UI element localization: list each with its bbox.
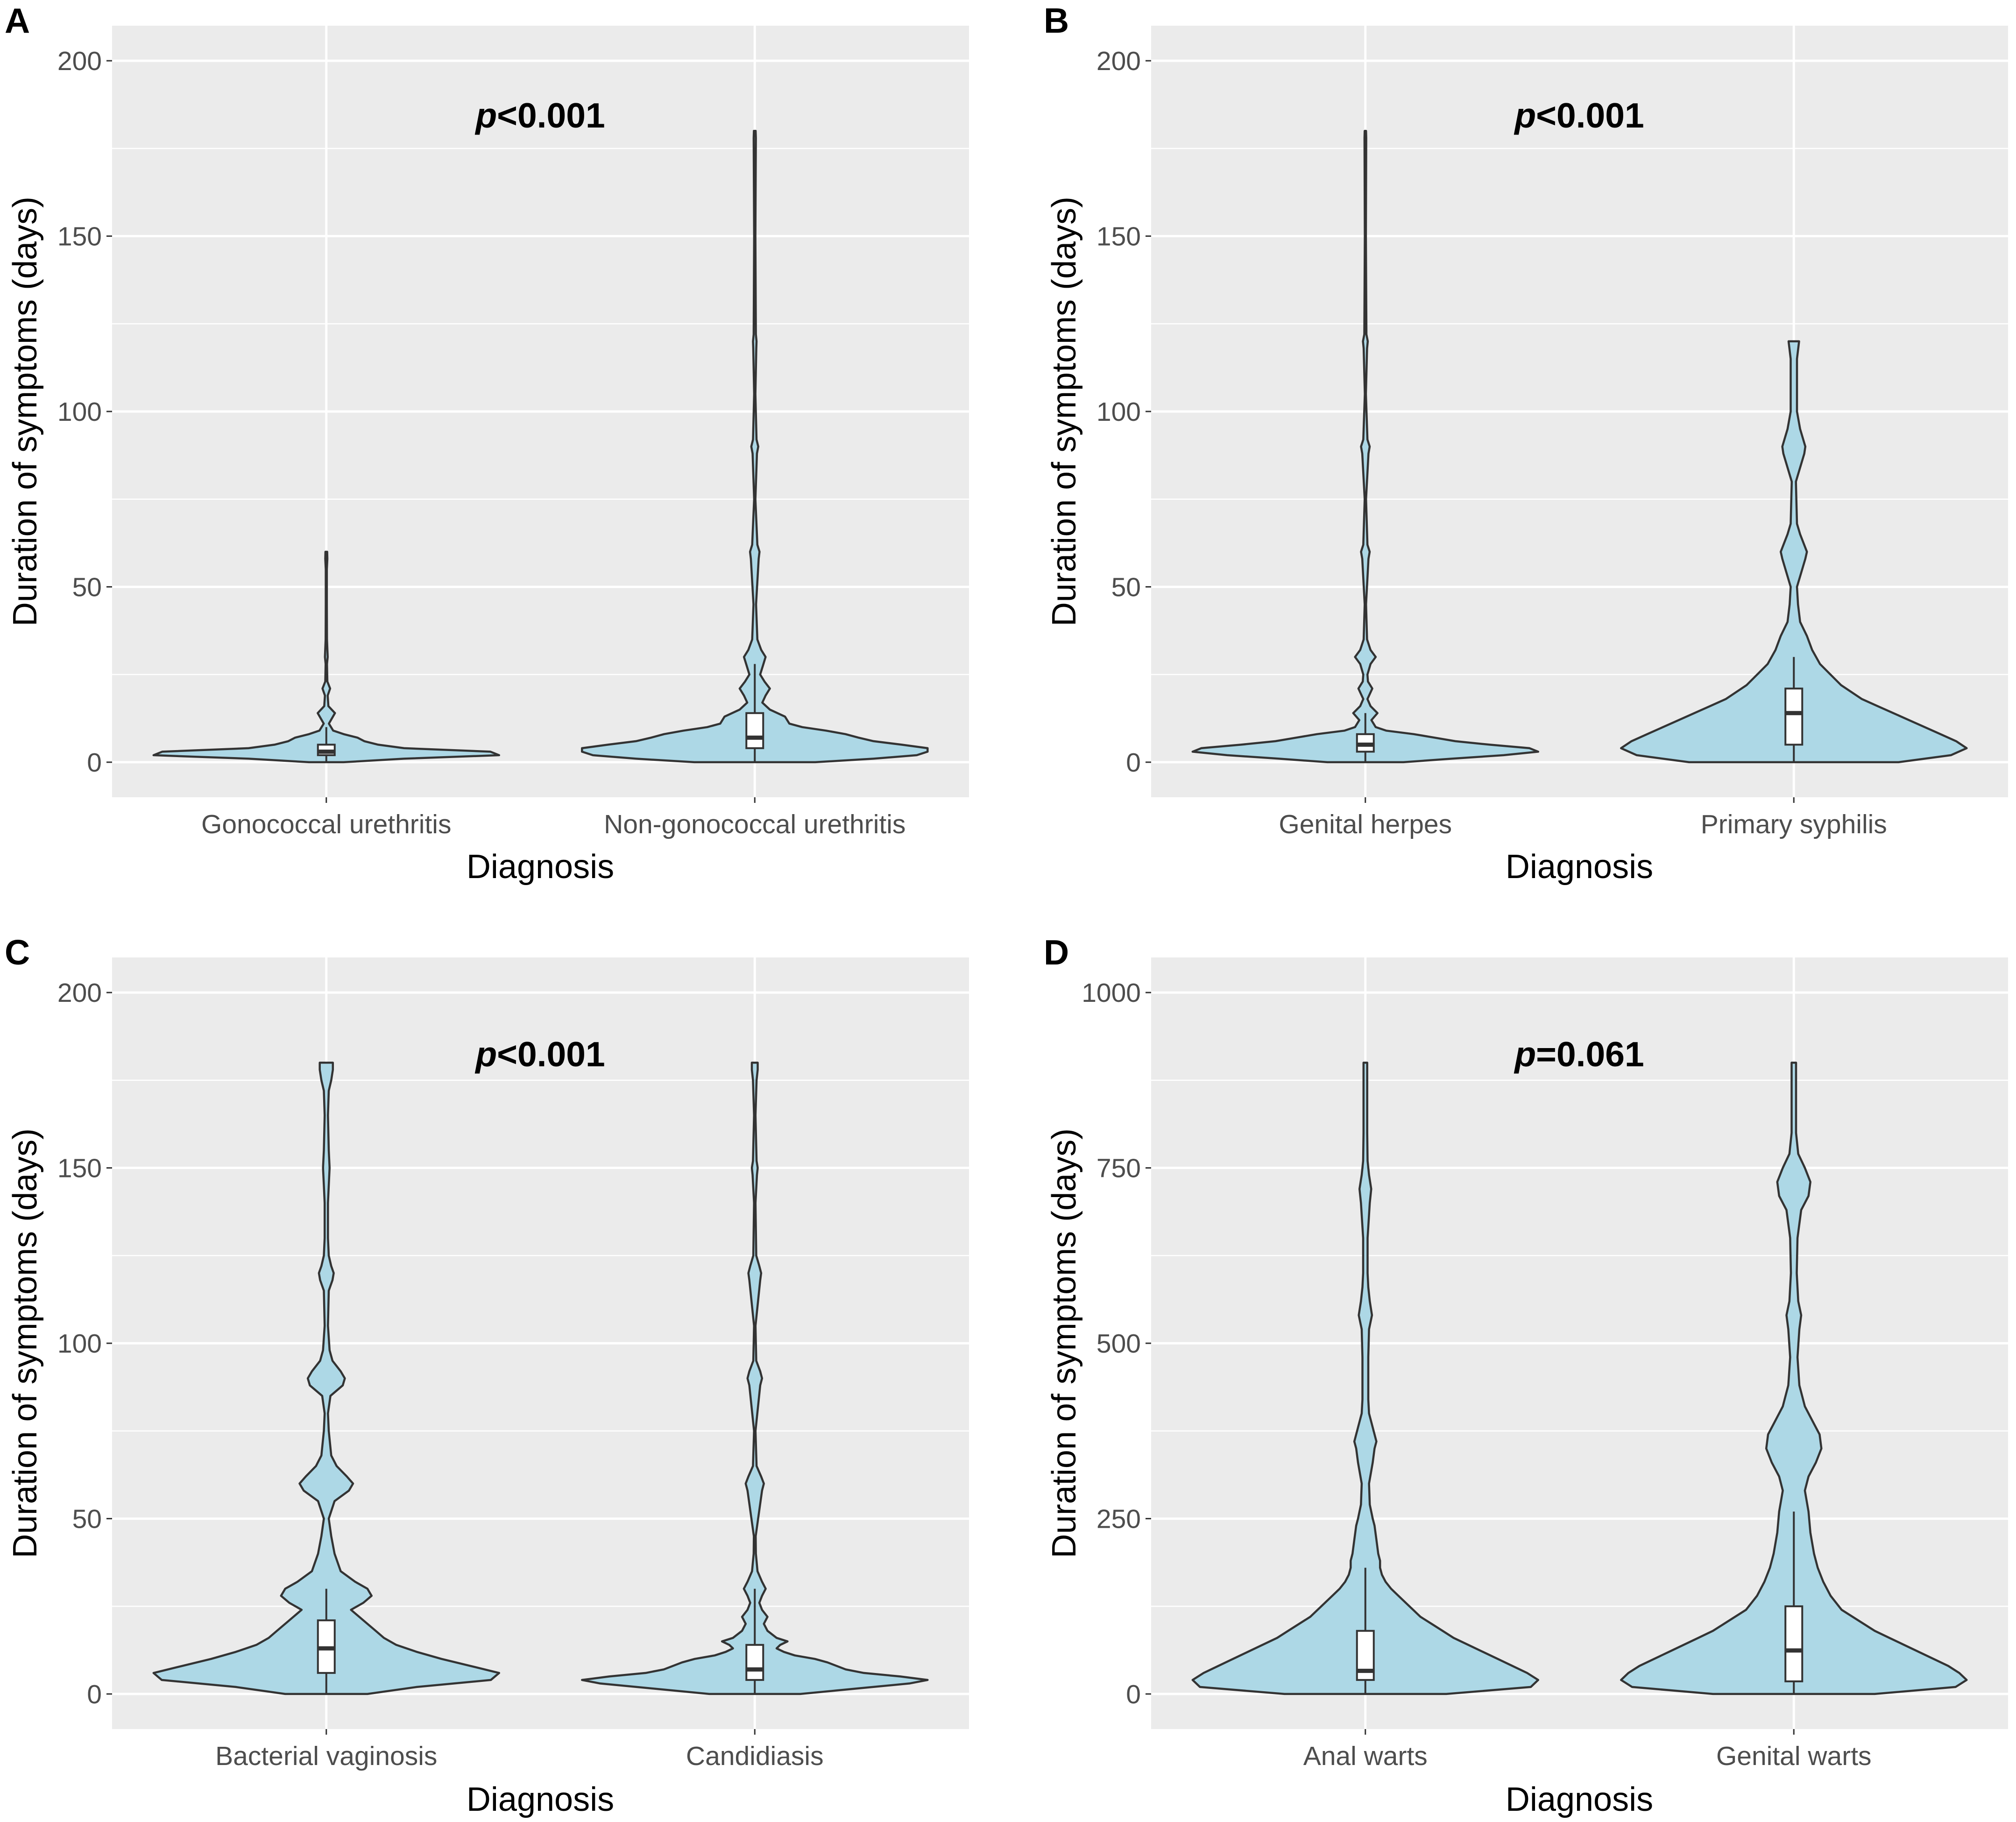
panel-a-violins [152,130,929,764]
panel-b-x-ticks: Genital herpes Primary syphilis [1279,797,1887,839]
y-tick-label: 100 [57,1329,102,1359]
y-tick-label: 50 [72,1504,102,1534]
panel-a: 0 50 100 150 200 Gonococcal urethritis Non-go… [5,1,969,886]
y-tick-label: 0 [1126,748,1141,778]
violin-bacterial-vaginosis [152,1062,501,1695]
panel-c-x-axis-title: Diagnosis [467,1781,614,1818]
x-tick-label: Genital herpes [1279,809,1452,839]
y-tick-label: 1000 [1082,978,1141,1008]
panel-a-y-axis-title: Duration of symptoms (days) [7,197,44,626]
violin-non-gonococcal-urethritis [581,130,929,764]
panel-c-y-ticks: 0 50 100 150 200 [57,978,112,1709]
violin-genital-herpes [1191,130,1540,764]
panel-b-violins [1191,130,1968,764]
y-tick-label: 150 [1096,222,1141,252]
panel-c-letter: C [5,933,30,972]
box-candidiasis [745,1644,764,1681]
panel-b: 0 50 100 150 200 Genital herpes Primary syphi… [1044,1,2008,886]
panel-a-x-ticks: Gonococcal urethritis Non-gonococcal uret… [201,797,905,839]
panel-d: 0 250 500 750 1000 Anal warts Genital warts D… [1044,933,2008,1818]
panel-c-p-value: p<0.001 [474,1035,605,1074]
panel-c: 0 50 100 150 200 Bacterial vaginosis Candidia… [5,933,969,1818]
panel-d-y-axis-title: Duration of symptoms (days) [1046,1128,1083,1558]
panel-d-violins [1191,1062,1968,1695]
panel-d-x-ticks: Anal warts Genital warts [1303,1729,1872,1771]
violin-genital-warts [1620,1062,1968,1695]
y-tick-label: 0 [87,748,102,778]
panel-a-x-axis-title: Diagnosis [467,848,614,886]
panel-c-y-axis-title: Duration of symptoms (days) [7,1128,44,1558]
panel-c-x-ticks: Bacterial vaginosis Candidiasis [215,1729,824,1771]
y-tick-label: 200 [1096,46,1141,76]
x-tick-label: Bacterial vaginosis [215,1741,437,1771]
x-tick-label: Non-gonococcal urethritis [604,809,905,839]
panel-b-y-ticks: 0 50 100 150 200 [1096,46,1151,778]
panel-b-letter: B [1044,1,1069,40]
violin-candidiasis [581,1062,929,1695]
box-primary-syphilis [1784,688,1804,746]
x-tick-label: Gonococcal urethritis [201,809,451,839]
y-tick-label: 500 [1096,1329,1141,1359]
panel-b-y-axis-title: Duration of symptoms (days) [1046,197,1083,626]
panel-d-x-axis-title: Diagnosis [1506,1781,1653,1818]
y-tick-label: 200 [57,46,102,76]
x-tick-label: Anal warts [1303,1741,1428,1771]
violin-gonococcal-urethritis [152,551,501,764]
violin-primary-syphilis [1620,340,1968,764]
panel-d-p-value: p=0.061 [1514,1035,1644,1074]
x-tick-label: Primary syphilis [1701,809,1887,839]
y-tick-label: 0 [1126,1680,1141,1709]
panel-b-x-axis-title: Diagnosis [1506,848,1653,886]
y-tick-label: 250 [1096,1504,1141,1534]
x-tick-label: Candidiasis [686,1741,824,1771]
y-tick-label: 200 [57,978,102,1008]
panel-a-y-ticks: 0 50 100 150 200 [57,46,112,778]
y-tick-label: 50 [72,572,102,602]
violin-anal-warts [1191,1062,1540,1695]
box-genital-warts [1784,1605,1804,1682]
panel-a-letter: A [5,1,30,40]
panel-d-letter: D [1044,933,1069,972]
panel-a-p-value: p<0.001 [474,96,605,135]
y-tick-label: 100 [57,397,102,427]
panel-d-y-ticks: 0 250 500 750 1000 [1082,978,1151,1709]
box-non-gonococcal-urethritis [745,712,764,749]
y-tick-label: 750 [1096,1154,1141,1184]
panel-b-p-value: p<0.001 [1514,96,1644,135]
y-tick-label: 150 [57,222,102,252]
y-tick-label: 100 [1096,397,1141,427]
y-tick-label: 50 [1111,572,1141,602]
panel-c-violins [152,1062,929,1695]
x-tick-label: Genital warts [1716,1741,1872,1771]
y-tick-label: 0 [87,1680,102,1709]
y-tick-label: 150 [57,1154,102,1184]
